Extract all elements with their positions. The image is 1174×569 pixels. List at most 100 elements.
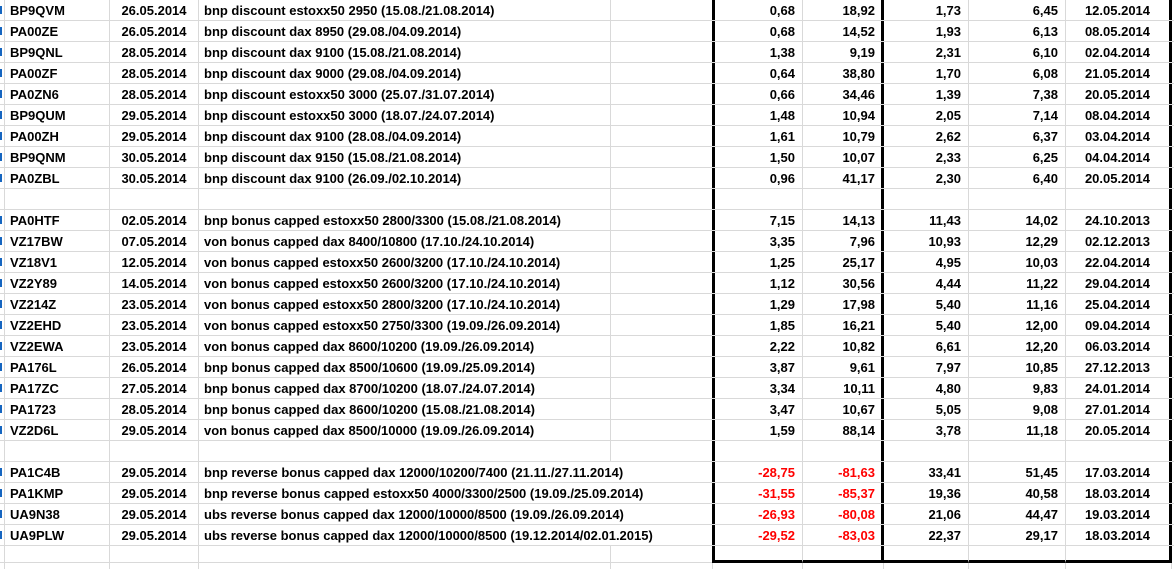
cell-description[interactable]: bnp discount dax 9100 (26.09./02.10.2014… (199, 168, 611, 188)
cell-list-date[interactable]: 29.05.2014 (110, 105, 199, 125)
cell-value-1[interactable]: 1,61 (712, 126, 803, 146)
cell-empty-spacer[interactable] (611, 84, 712, 104)
cell-reference-date[interactable] (1066, 189, 1172, 209)
cell-description[interactable]: bnp discount dax 8950 (29.08./04.09.2014… (199, 21, 611, 41)
cell-value-3[interactable]: 19,36 (884, 483, 969, 503)
cell-list-date[interactable]: 28.05.2014 (110, 399, 199, 419)
cell-value-4[interactable]: 6,13 (969, 21, 1066, 41)
cell-code[interactable]: PA1C4B (5, 462, 110, 482)
cell-list-date[interactable]: 28.05.2014 (110, 42, 199, 62)
cell-description[interactable]: bnp discount dax 9100 (28.08./04.09.2014… (199, 126, 611, 146)
cell-value-1[interactable] (712, 189, 803, 209)
cell-reference-date[interactable] (1066, 563, 1172, 569)
cell-value-3[interactable]: 5,05 (884, 399, 969, 419)
cell-list-date[interactable] (110, 441, 199, 461)
cell-value-2[interactable] (803, 441, 884, 461)
cell-code[interactable]: VZ2Y89 (5, 273, 110, 293)
cell-value-4[interactable]: 40,58 (969, 483, 1066, 503)
cell-value-2[interactable]: 17,98 (803, 294, 884, 314)
cell-description[interactable]: von bonus capped dax 8500/10000 (19.09./… (199, 420, 611, 440)
cell-value-2[interactable]: 10,11 (803, 378, 884, 398)
cell-value-4[interactable]: 11,16 (969, 294, 1066, 314)
cell-description[interactable]: bnp discount estoxx50 3000 (25.07./31.07… (199, 84, 611, 104)
cell-value-1[interactable]: -26,93 (712, 504, 803, 524)
cell-reference-date[interactable]: 02.04.2014 (1066, 42, 1172, 62)
cell-code[interactable]: PA0ZBL (5, 168, 110, 188)
cell-value-1[interactable]: 2,22 (712, 336, 803, 356)
cell-list-date[interactable]: 02.05.2014 (110, 210, 199, 230)
cell-reference-date[interactable]: 24.01.2014 (1066, 378, 1172, 398)
cell-list-date[interactable] (110, 189, 199, 209)
cell-value-4[interactable]: 6,40 (969, 168, 1066, 188)
cell-empty-spacer[interactable] (611, 21, 712, 41)
cell-empty-spacer[interactable] (611, 0, 712, 20)
cell-value-1[interactable]: 1,25 (712, 252, 803, 272)
cell-reference-date[interactable]: 24.10.2013 (1066, 210, 1172, 230)
cell-value-2[interactable]: -80,08 (803, 504, 884, 524)
cell-reference-date[interactable]: 18.03.2014 (1066, 525, 1172, 545)
cell-reference-date[interactable]: 20.05.2014 (1066, 84, 1172, 104)
cell-value-3[interactable] (884, 441, 969, 461)
cell-value-2[interactable]: 18,92 (803, 0, 884, 20)
cell-list-date[interactable] (110, 563, 199, 569)
cell-value-3[interactable]: 4,44 (884, 273, 969, 293)
cell-value-2[interactable]: 16,21 (803, 315, 884, 335)
cell-value-1[interactable]: 0,64 (712, 63, 803, 83)
cell-empty-spacer[interactable] (611, 563, 712, 569)
cell-reference-date[interactable]: 18.03.2014 (1066, 483, 1172, 503)
cell-value-3[interactable]: 2,05 (884, 105, 969, 125)
cell-description[interactable]: von bonus capped estoxx50 2800/3200 (17.… (199, 294, 611, 314)
cell-value-4[interactable]: 12,20 (969, 336, 1066, 356)
cell-value-4[interactable]: 7,14 (969, 105, 1066, 125)
cell-reference-date[interactable] (1066, 441, 1172, 461)
cell-description[interactable]: ubs reverse bonus capped dax 12000/10000… (204, 506, 624, 522)
cell-value-3[interactable]: 21,06 (884, 504, 969, 524)
cell-list-date[interactable]: 29.05.2014 (110, 525, 199, 545)
cell-description[interactable] (199, 563, 611, 569)
cell-value-2[interactable]: 41,17 (803, 168, 884, 188)
cell-description[interactable]: von bonus capped estoxx50 2750/3300 (19.… (199, 315, 611, 335)
cell-code[interactable]: PA1723 (5, 399, 110, 419)
cell-code[interactable] (5, 563, 110, 569)
cell-description[interactable]: bnp discount estoxx50 2950 (15.08./21.08… (199, 0, 611, 20)
cell-empty-spacer[interactable] (611, 105, 712, 125)
cell-value-1[interactable]: 0,68 (712, 0, 803, 20)
cell-empty-spacer[interactable] (611, 546, 712, 563)
cell-list-date[interactable]: 30.05.2014 (110, 147, 199, 167)
cell-code[interactable]: VZ2EHD (5, 315, 110, 335)
cell-value-3[interactable]: 7,97 (884, 357, 969, 377)
cell-empty-spacer[interactable] (611, 336, 712, 356)
cell-list-date[interactable]: 12.05.2014 (110, 252, 199, 272)
cell-code[interactable]: PA0HTF (5, 210, 110, 230)
cell-value-1[interactable]: 3,87 (712, 357, 803, 377)
cell-description[interactable]: bnp bonus capped estoxx50 2800/3300 (15.… (199, 210, 611, 230)
cell-description[interactable]: bnp bonus capped dax 8500/10600 (19.09./… (199, 357, 611, 377)
cell-code[interactable] (5, 441, 110, 461)
cell-reference-date[interactable]: 22.04.2014 (1066, 252, 1172, 272)
cell-code[interactable]: UA9N38 (5, 504, 110, 524)
cell-value-1[interactable]: 1,85 (712, 315, 803, 335)
cell-empty-spacer[interactable] (611, 420, 712, 440)
cell-empty-spacer[interactable] (611, 252, 712, 272)
cell-value-2[interactable]: 10,94 (803, 105, 884, 125)
cell-value-3[interactable]: 1,39 (884, 84, 969, 104)
cell-description[interactable]: von bonus capped estoxx50 2600/3200 (17.… (199, 252, 611, 272)
cell-value-4[interactable]: 11,18 (969, 420, 1066, 440)
cell-value-4[interactable]: 51,45 (969, 462, 1066, 482)
cell-reference-date[interactable]: 20.05.2014 (1066, 168, 1172, 188)
cell-description[interactable]: von bonus capped dax 8400/10800 (17.10./… (199, 231, 611, 251)
cell-list-date[interactable]: 29.05.2014 (110, 483, 199, 503)
cell-description[interactable]: bnp bonus capped dax 8600/10200 (15.08./… (199, 399, 611, 419)
cell-code[interactable]: VZ18V1 (5, 252, 110, 272)
cell-value-1[interactable]: 0,68 (712, 21, 803, 41)
cell-empty-spacer[interactable] (611, 126, 712, 146)
cell-value-1[interactable]: 0,96 (712, 168, 803, 188)
cell-value-1[interactable]: 3,47 (712, 399, 803, 419)
cell-description[interactable]: bnp discount dax 9150 (15.08./21.08.2014… (199, 147, 611, 167)
cell-value-2[interactable]: 7,96 (803, 231, 884, 251)
cell-value-1[interactable]: 7,15 (712, 210, 803, 230)
cell-empty-spacer[interactable] (611, 63, 712, 83)
cell-value-2[interactable]: 10,82 (803, 336, 884, 356)
cell-value-4[interactable]: 10,85 (969, 357, 1066, 377)
cell-value-2[interactable]: 88,14 (803, 420, 884, 440)
